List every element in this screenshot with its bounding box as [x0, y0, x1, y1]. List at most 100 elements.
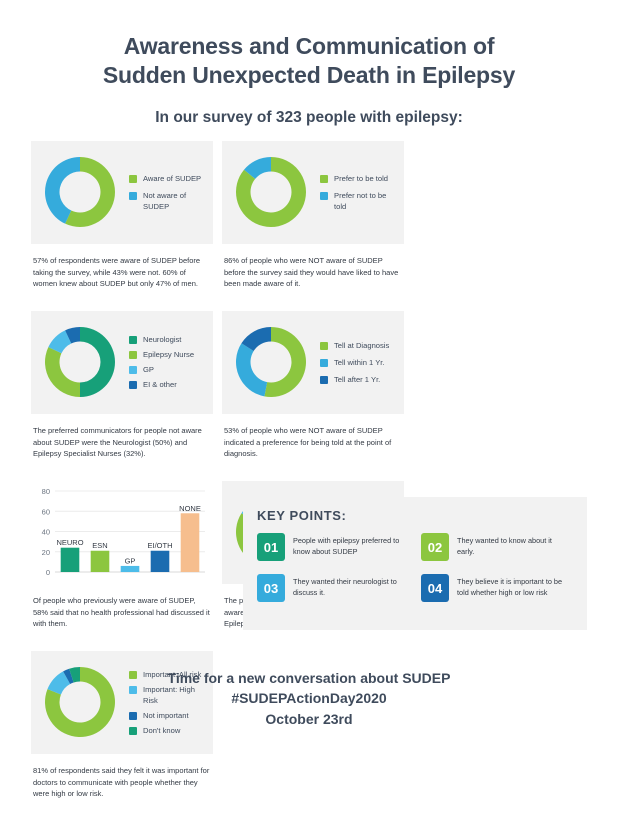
legend-label: Not aware of SUDEP	[143, 190, 187, 211]
chart-container: Tell at Diagnosis Tell within 1 Yr. Tell a…	[222, 310, 404, 414]
title-line-1: Awareness and Communication of	[123, 33, 495, 59]
bar	[60, 547, 80, 572]
panel-caption: 81% of respondents said they felt it was…	[33, 765, 210, 799]
key-points-section: KEY POINTS: 01 People with epilepsy prefe…	[243, 497, 587, 630]
legend-label: Not important	[143, 710, 189, 720]
key-points-list: 01 People with epilepsy preferred to know…	[257, 533, 573, 602]
chart-container: Aware of SUDEP Not aware of SUDEP	[31, 140, 213, 244]
panel-awareness: Aware of SUDEP Not aware of SUDEP 57% of …	[31, 140, 213, 311]
legend-item: Aware of SUDEP	[129, 173, 205, 184]
legend-item: Tell at Diagnosis	[320, 340, 396, 351]
key-point-number: 04	[421, 574, 449, 602]
bar-chart-who-discussed-sudep: 0 20 40 60 80 NEURO ESN GP EI/OTH NONE	[31, 483, 213, 584]
legend-item: Prefer not to be told	[320, 190, 396, 212]
bar-category-label: EI/OTH	[147, 541, 172, 550]
donut-segment	[236, 157, 306, 228]
y-axis-tick-label: 40	[42, 527, 50, 536]
donut-segment	[45, 667, 115, 738]
key-points-title: KEY POINTS:	[257, 508, 347, 523]
donut-segment	[65, 157, 115, 228]
legend-item: Don't know	[129, 725, 205, 736]
bar-category-label: GP	[125, 556, 136, 565]
footer: Time for a new conversation about SUDEP …	[0, 668, 618, 729]
bar	[120, 565, 140, 572]
legend-swatch	[129, 174, 137, 183]
bar-category-label: ESN	[92, 541, 107, 550]
legend-label: Epilepsy Nurse	[143, 350, 195, 360]
panel-preferred-communicator-not-aware: Neurologist Epilepsy Nurse GP EI & other Th…	[31, 310, 213, 481]
survey-subtitle: In our survey of 323 people with epileps…	[155, 108, 463, 126]
key-point-text: They believe it is important to be told …	[457, 577, 563, 598]
donut-segment	[236, 343, 268, 397]
footer-line-2: #SUDEPActionDay2020	[231, 690, 387, 707]
chart-legend: Neurologist Epilepsy Nurse GP EI & other	[129, 334, 205, 390]
key-point-item: 01 People with epilepsy preferred to know…	[257, 533, 407, 561]
legend-swatch	[129, 191, 137, 200]
legend-label: EI & other	[143, 380, 177, 390]
legend-item: Important: All risk	[129, 669, 205, 680]
legend-label: Aware of SUDEP	[143, 173, 202, 183]
bar-category-label: NONE	[179, 504, 201, 513]
panel-prefer-to-be-told: Prefer to be told Prefer not to be told 8…	[222, 140, 404, 311]
chart-legend: Prefer to be told Prefer not to be told	[320, 173, 396, 212]
legend-item: EI & other	[129, 379, 205, 390]
bar	[90, 550, 110, 572]
donut-segment	[80, 327, 115, 398]
footer-line-1: Time for a new conversation about SUDEP	[167, 670, 451, 686]
donut-segment	[48, 330, 72, 354]
key-point-text: People with epilepsy preferred to know a…	[293, 536, 400, 557]
legend-label: Don't know	[143, 725, 181, 735]
key-point-number: 02	[421, 533, 449, 561]
donut-segment	[65, 327, 80, 344]
legend-swatch	[320, 358, 328, 367]
panel-who-discussed-sudep: 0 20 40 60 80 NEURO ESN GP EI/OTH NONE Of people …	[31, 480, 213, 651]
panel-caption: 86% of people who were NOT aware of SUDE…	[224, 255, 399, 289]
footer-line-3: October 23rd	[265, 710, 353, 727]
panel-when-to-tell: Tell at Diagnosis Tell within 1 Yr. Tell a…	[222, 310, 404, 481]
chart-container: Important: All risk Important: High Risk N…	[31, 650, 213, 754]
donut-segment	[241, 327, 271, 352]
legend-swatch	[320, 191, 328, 200]
legend-label: Important: All risk	[143, 669, 202, 679]
chart-container: Prefer to be told Prefer not to be told	[222, 140, 404, 244]
legend-label: GP	[143, 365, 154, 375]
legend-item: Neurologist	[129, 334, 205, 345]
legend-label: Important: High Risk	[143, 684, 195, 705]
bar	[180, 513, 200, 572]
legend-swatch	[129, 381, 137, 390]
panel-caption: 57% of respondents were aware of SUDEP b…	[33, 255, 201, 289]
legend-swatch	[129, 366, 137, 375]
chart-legend: Tell at Diagnosis Tell within 1 Yr. Tell a…	[320, 340, 396, 385]
donut-segment	[264, 327, 306, 398]
legend-item: Tell within 1 Yr.	[320, 357, 396, 368]
donut-segment	[47, 671, 71, 695]
legend-item: Prefer to be told	[320, 173, 396, 184]
donut-chart-awareness	[43, 155, 117, 229]
legend-item: Not aware of SUDEP	[129, 190, 205, 212]
legend-item: GP	[129, 364, 205, 375]
legend-label: Tell within 1 Yr.	[334, 357, 385, 367]
donut-segment	[244, 157, 271, 180]
key-point-text: They wanted to know about it early.	[457, 536, 552, 557]
bar	[150, 550, 170, 572]
chart-container: 0 20 40 60 80 NEURO ESN GP EI/OTH NONE	[31, 480, 213, 584]
legend-label: Tell at Diagnosis	[334, 340, 390, 350]
key-point-text: They wanted their neurologist to discuss…	[293, 577, 397, 598]
donut-segment	[69, 667, 80, 683]
legend-item: Tell after 1 Yr.	[320, 374, 396, 385]
donut-segment	[44, 157, 80, 225]
donut-segment	[44, 347, 80, 398]
legend-swatch	[129, 685, 137, 694]
panel-caption: The preferred communicators for people n…	[33, 425, 202, 459]
key-point-item: 02 They wanted to know about it early.	[421, 533, 571, 561]
donut-chart-prefer-to-be-told	[234, 155, 308, 229]
y-axis-tick-label: 0	[46, 568, 50, 577]
donut-segment	[63, 669, 74, 685]
legend-swatch	[320, 341, 328, 350]
chart-legend: Aware of SUDEP Not aware of SUDEP	[129, 173, 205, 212]
panel-caption: Of people who previously were aware of S…	[33, 595, 210, 629]
legend-swatch	[129, 711, 137, 720]
donut-chart-preferred-communicator-not-aware	[43, 325, 117, 399]
legend-swatch	[129, 670, 137, 679]
chart-legend: Important: All risk Important: High Risk N…	[129, 669, 205, 736]
